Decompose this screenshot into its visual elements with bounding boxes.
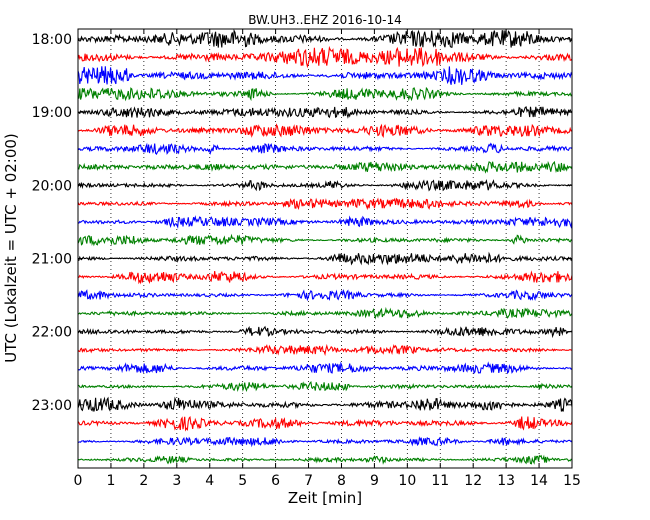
- x-axis-label: Zeit [min]: [288, 489, 362, 507]
- x-tick-label: 5: [238, 473, 247, 489]
- seismic-trace: [77, 215, 573, 229]
- x-axis: 0 1 2 3 4 5 6 7 8 9 10 11 12 13 14 15: [74, 29, 581, 489]
- seismic-trace: [77, 270, 573, 285]
- x-tick-label: 11: [431, 473, 449, 489]
- x-tick-label: 1: [106, 473, 115, 489]
- seismic-trace: [77, 160, 573, 174]
- seismic-trace: [77, 396, 573, 412]
- x-tick-label: 6: [271, 473, 280, 489]
- x-tick-label: 3: [172, 473, 181, 489]
- y-tick-label: 22:00: [32, 325, 72, 341]
- x-tick-label: 10: [398, 473, 416, 489]
- seismic-trace: [77, 251, 573, 266]
- seismic-trace: [77, 361, 573, 375]
- seismic-trace: [77, 45, 573, 69]
- y-tick-label: 19:00: [32, 105, 72, 121]
- x-tick-label: 2: [139, 473, 148, 489]
- x-tick-label: 7: [304, 473, 313, 489]
- x-tick-label: 15: [563, 473, 581, 489]
- x-tick-label: 8: [337, 473, 346, 489]
- seismic-trace: [77, 454, 573, 465]
- seismic-trace: [77, 381, 573, 393]
- seismic-trace: [77, 197, 573, 211]
- x-tick-label: 13: [497, 473, 515, 489]
- plot-frame: [77, 28, 573, 469]
- x-tick-label: 4: [205, 473, 214, 489]
- x-tick-label: 12: [464, 473, 482, 489]
- y-tick-label: 23:00: [32, 398, 72, 414]
- y-tick-label: 18:00: [32, 32, 72, 48]
- seismic-trace: [77, 86, 573, 102]
- seismic-trace: [77, 142, 573, 156]
- y-tick-label: 21:00: [32, 252, 72, 268]
- seismic-trace: [77, 66, 573, 85]
- y-axis: 18:00 19:00 20:00 21:00 22:00 23:00: [32, 32, 572, 414]
- y-tick-label: 20:00: [32, 178, 72, 194]
- chart-title: BW.UH3..EHZ 2016-10-14: [248, 13, 402, 27]
- seismic-trace: [77, 325, 573, 339]
- x-tick-label: 9: [370, 473, 379, 489]
- traces: [77, 28, 573, 465]
- seismic-trace: [77, 343, 572, 357]
- seismic-trace: [77, 306, 573, 320]
- seismic-trace: [77, 289, 573, 302]
- x-tick-label: 14: [530, 473, 548, 489]
- seismic-trace: [77, 28, 573, 48]
- seismic-trace: [77, 123, 572, 138]
- seismic-trace: [77, 436, 573, 448]
- x-tick-label: 0: [74, 473, 83, 489]
- seismic-trace: [77, 233, 573, 247]
- seismic-trace: [77, 416, 573, 432]
- y-axis-label: UTC (Lokalzeit = UTC + 02:00): [2, 133, 20, 363]
- seismic-trace: [77, 106, 573, 119]
- seismic-trace: [77, 178, 573, 192]
